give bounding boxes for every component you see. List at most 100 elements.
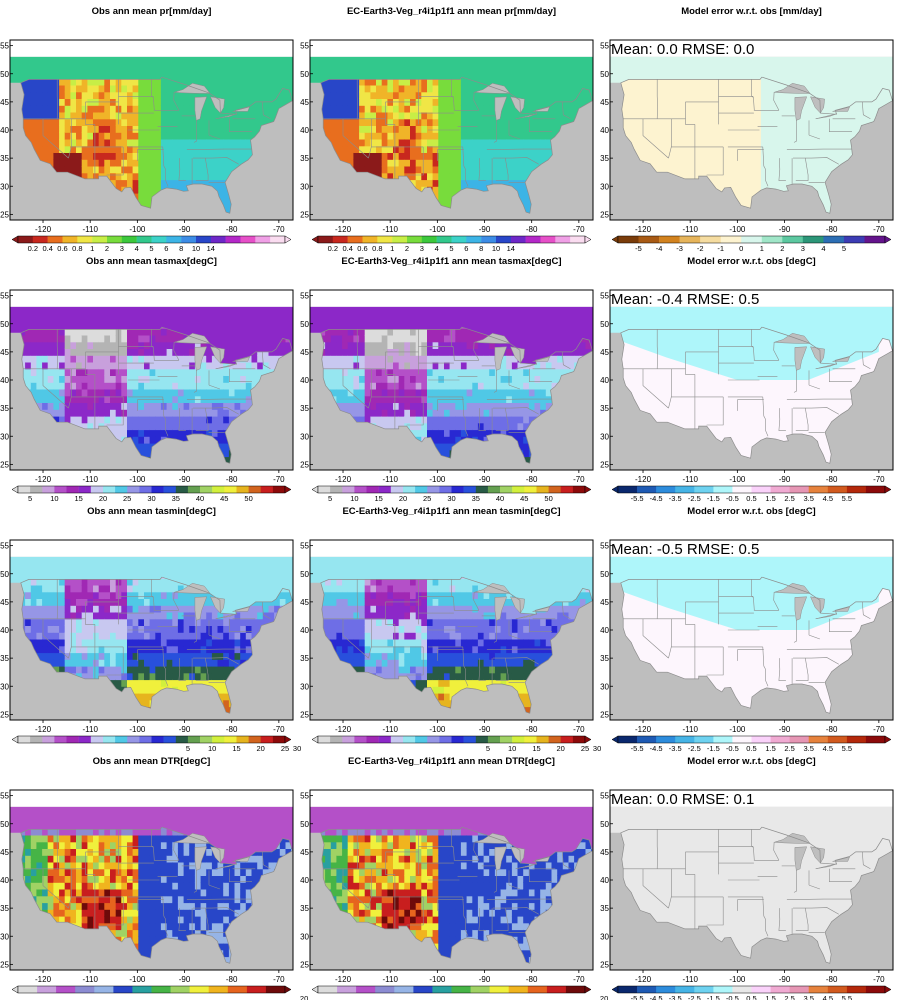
data-cell: [104, 145, 111, 153]
data-cell: [132, 436, 139, 444]
data-cell: [93, 172, 100, 181]
data-cell: [381, 335, 388, 343]
data-cell: [494, 429, 502, 437]
data-cell: [455, 172, 462, 181]
data-cell: [138, 193, 145, 201]
data-cell: [455, 152, 462, 160]
data-cell: [444, 78, 451, 86]
data-cell: [523, 166, 530, 174]
data-cell: [104, 362, 111, 370]
data-cell: [104, 172, 111, 181]
data-cell: [421, 112, 428, 120]
data-cell: [460, 416, 468, 424]
data-cell: [472, 98, 479, 106]
data-cell: [223, 193, 230, 201]
data-cell: [64, 91, 71, 99]
data-cell: [53, 85, 60, 93]
data-cell: [177, 355, 185, 363]
data-cell: [359, 91, 366, 99]
data-cell: [30, 91, 38, 99]
data-cell: [25, 112, 32, 120]
data-cell: [166, 118, 173, 126]
data-cell: [325, 112, 332, 120]
data-cell: [42, 105, 49, 113]
colorbar-swatch: [823, 236, 845, 243]
colorbar-label: 3: [120, 244, 124, 253]
data-cell: [155, 85, 162, 93]
data-cell: [121, 132, 128, 140]
data-cell: [127, 335, 134, 343]
data-cell: [81, 152, 88, 160]
state-border: [229, 118, 252, 132]
data-cell: [444, 368, 451, 376]
colorbar-swatch: [481, 236, 497, 243]
data-cell: [211, 362, 219, 370]
data-cell: [36, 132, 43, 140]
data-cell: [353, 348, 360, 356]
data-cell: [223, 443, 230, 451]
map-panel: EC-Earth3-Veg_r4i1p1f1 ann mean pr[mm/da…: [300, 6, 594, 253]
data-cell: [472, 335, 479, 343]
data-cell: [477, 409, 485, 417]
data-cell: [144, 179, 151, 187]
data-cell: [76, 409, 83, 417]
data-cell: [466, 166, 473, 174]
data-cell: [534, 139, 541, 147]
data-cell: [217, 166, 224, 174]
data-cell: [87, 105, 94, 113]
data-cell: [472, 91, 479, 99]
data-cell: [359, 355, 366, 363]
data-cell: [376, 382, 383, 390]
data-cell: [257, 355, 264, 363]
data-cell: [200, 179, 207, 187]
data-cell: [155, 172, 162, 181]
data-cell: [483, 132, 490, 140]
data-cell: [177, 436, 185, 444]
data-cell: [104, 341, 111, 349]
data-cell: [177, 409, 185, 417]
data-cell: [410, 341, 417, 349]
data-cell: [477, 91, 485, 99]
data-cell: [393, 409, 400, 417]
data-cell: [127, 132, 134, 140]
data-cell: [223, 449, 230, 458]
data-cell: [194, 159, 202, 167]
data-cell: [415, 112, 422, 120]
data-cell: [438, 409, 445, 417]
data-cell: [115, 91, 122, 99]
data-cell: [336, 139, 343, 147]
data-cell: [160, 159, 168, 167]
data-cell: [444, 179, 451, 187]
data-cell: [234, 368, 241, 376]
data-cell: [110, 355, 117, 363]
data-cell: [421, 145, 428, 153]
data-cell: [483, 382, 490, 390]
data-cell: [194, 166, 202, 174]
colorbar-swatch: [240, 236, 256, 243]
data-cell: [545, 132, 553, 140]
data-cell: [376, 98, 383, 106]
data-cell: [376, 125, 383, 133]
data-cell: [144, 125, 151, 133]
data-cell: [262, 355, 270, 363]
data-cell: [393, 368, 400, 376]
data-cell: [466, 362, 473, 370]
data-cell: [87, 368, 94, 376]
data-cell: [70, 402, 77, 410]
data-cell: [223, 436, 230, 444]
data-cell: [104, 382, 111, 390]
data-cell: [381, 78, 388, 86]
state-border: [106, 146, 124, 176]
data-cell: [98, 395, 105, 403]
data-cell: [432, 402, 439, 410]
data-cell: [297, 369, 303, 376]
state-border: [193, 369, 197, 393]
data-cell: [347, 98, 354, 106]
data-cell: [155, 429, 162, 437]
data-cell: [206, 409, 213, 417]
data-cell: [223, 368, 230, 376]
data-cell: [98, 91, 105, 99]
data-cell: [393, 112, 400, 120]
data-cell: [160, 98, 168, 106]
data-cell: [427, 166, 434, 174]
